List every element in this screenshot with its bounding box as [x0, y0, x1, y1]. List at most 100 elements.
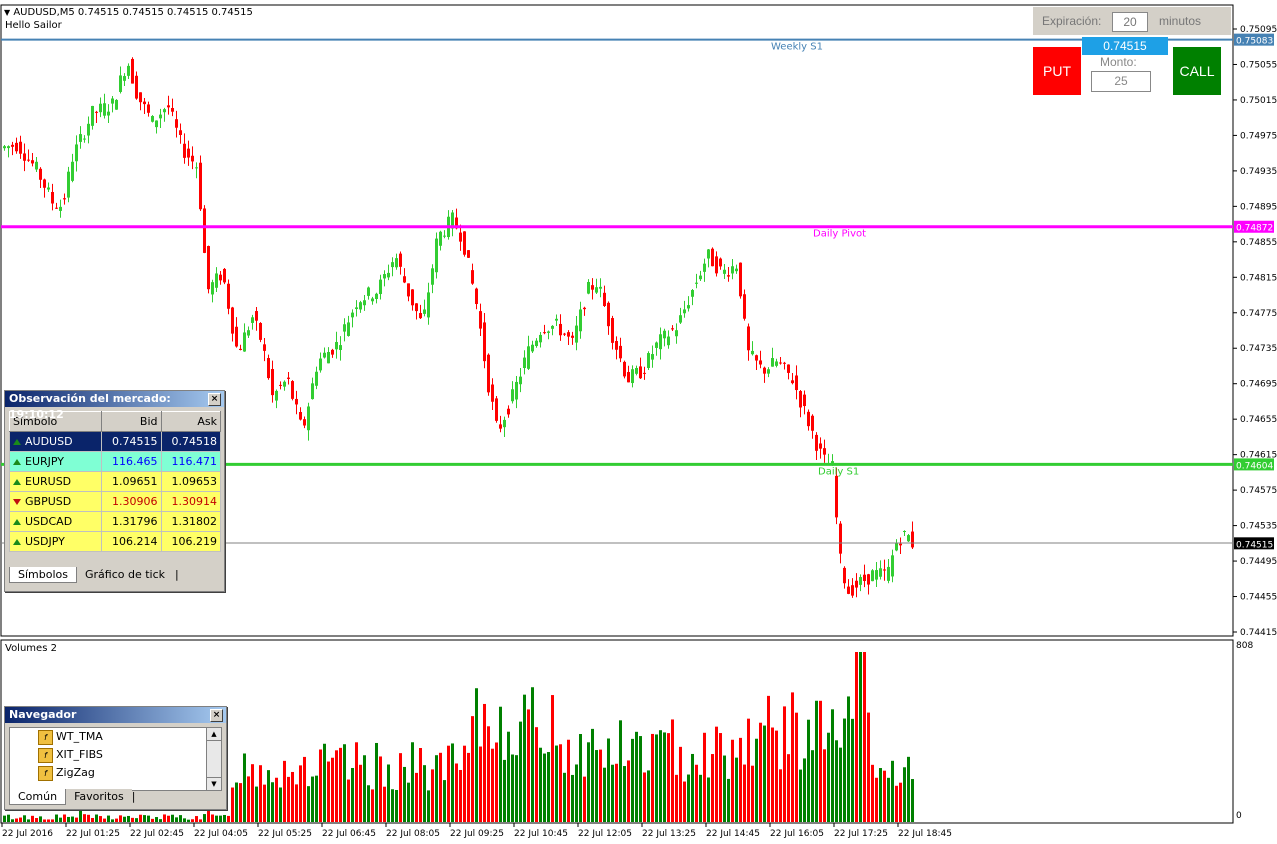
volume-bar	[911, 779, 914, 822]
candle-body	[223, 268, 226, 283]
symbol-header: AUDUSD,M5 0.74515 0.74515 0.74515 0.7451…	[13, 7, 253, 18]
candle-body	[63, 198, 66, 200]
time-tick-label: 22 Jul 08:05	[386, 829, 440, 839]
time-tick-label: 22 Jul 16:05	[770, 829, 824, 839]
candle-body	[675, 330, 678, 337]
candle-body	[83, 138, 86, 140]
market-watch-row[interactable]: EURUSD 1.09651 1.09653	[9, 471, 221, 492]
candle-body	[651, 354, 654, 360]
volume-bar	[407, 782, 410, 822]
navigator-item[interactable]: f WT_TMA	[10, 728, 206, 746]
volume-bar	[199, 819, 202, 822]
time-tick-label: 22 Jul 12:05	[578, 829, 632, 839]
current-price-box	[1234, 537, 1274, 550]
market-watch-titlebar[interactable]: Observación del mercado: 19:10:12 ×	[5, 391, 224, 421]
candle-body	[771, 358, 774, 367]
volume-bar	[555, 745, 558, 822]
volume-bar	[51, 819, 54, 822]
candle-body	[539, 334, 542, 343]
volume-bar	[87, 814, 90, 822]
candle-body	[459, 232, 462, 242]
candle-body	[71, 161, 74, 181]
candle-body	[355, 307, 358, 310]
volume-bar	[323, 743, 326, 822]
scroll-up-icon[interactable]: ▲	[207, 728, 221, 741]
volume-bar	[423, 765, 426, 822]
candle-body	[623, 361, 626, 377]
price-tick-label: 0.75095	[1240, 25, 1277, 35]
volume-bar	[591, 728, 594, 822]
candle-body	[647, 353, 650, 368]
volume-bar	[227, 815, 230, 822]
column-header-bid[interactable]: Bid	[101, 411, 162, 432]
volume-bar	[471, 716, 474, 822]
candle-body	[39, 168, 42, 180]
volume-bar	[299, 765, 302, 822]
volume-bar	[511, 754, 514, 822]
navigator-item[interactable]: f XIT_FIBS	[10, 746, 206, 764]
call-button[interactable]: CALL	[1173, 47, 1221, 95]
volume-bar	[859, 652, 862, 822]
volume-bar	[159, 819, 162, 822]
tab-favorites[interactable]: Favoritos	[66, 789, 132, 804]
volume-bar	[103, 818, 106, 822]
candle-body	[595, 287, 598, 293]
dropdown-triangle-icon[interactable]: ▼	[4, 8, 11, 17]
candle-body	[55, 207, 58, 209]
volume-bar	[267, 770, 270, 822]
symbol-name: EURJPY	[25, 455, 64, 468]
amount-input[interactable]: 25	[1091, 71, 1151, 92]
volume-bar	[275, 777, 278, 822]
volume-bar	[191, 819, 194, 822]
bid-value: 116.465	[101, 451, 162, 472]
candle-body	[343, 324, 346, 332]
volume-bar	[783, 706, 786, 822]
candle-body	[779, 362, 782, 364]
market-watch-row[interactable]: USDCAD 1.31796 1.31802	[9, 511, 221, 532]
candle-body	[899, 543, 902, 546]
volume-bar	[535, 727, 538, 822]
market-watch-row[interactable]: GBPUSD 1.30906 1.30914	[9, 491, 221, 512]
symbol-name: EURUSD	[25, 475, 72, 488]
volume-bar	[71, 816, 74, 822]
market-watch-row[interactable]: AUDUSD 0.74515 0.74518	[9, 431, 221, 452]
candle-body	[435, 238, 438, 273]
expiration-input[interactable]: 20	[1112, 12, 1148, 32]
candle-body	[135, 75, 138, 99]
volume-bar	[891, 760, 894, 822]
ask-value: 116.471	[160, 451, 221, 472]
navigator-item[interactable]: f ZigZag	[10, 764, 206, 782]
tab-common[interactable]: Común	[9, 789, 67, 805]
price-tick-label: 0.74895	[1240, 202, 1277, 212]
volume-bar	[219, 815, 222, 822]
expiration-panel: Expiración: 20 minutos	[1033, 7, 1231, 35]
column-header-ask[interactable]: Ask	[160, 411, 221, 432]
candle-body	[379, 279, 382, 295]
candle-body	[811, 415, 814, 431]
candle-body	[271, 369, 274, 396]
volume-bar	[451, 743, 454, 822]
market-watch-row[interactable]: EURJPY 116.465 116.471	[9, 451, 221, 472]
navigator-titlebar[interactable]: Navegador ×	[5, 707, 226, 723]
volume-bar	[779, 769, 782, 822]
candle-body	[491, 384, 494, 402]
tab-symbols[interactable]: Símbolos	[9, 567, 77, 583]
arrow-up-icon	[13, 519, 21, 525]
candle-body	[687, 305, 690, 309]
time-tick-label: 22 Jul 14:45	[706, 829, 760, 839]
level-price-box	[1234, 458, 1274, 471]
candle-body	[723, 269, 726, 274]
market-watch-row[interactable]: USDJPY 106.214 106.219	[9, 531, 221, 552]
candle-body	[659, 334, 662, 350]
close-icon[interactable]: ×	[208, 393, 221, 406]
candle-body	[523, 357, 526, 369]
volume-bar	[767, 695, 770, 822]
navigator-scrollbar[interactable]: ▲ ▼	[206, 727, 222, 791]
close-icon[interactable]: ×	[210, 709, 223, 722]
volume-bar	[303, 756, 306, 822]
volume-bar	[855, 652, 858, 822]
scroll-down-icon[interactable]: ▼	[207, 777, 221, 790]
candle-body	[663, 330, 666, 339]
tab-tick-chart[interactable]: Gráfico de tick	[76, 567, 174, 582]
put-button[interactable]: PUT	[1033, 47, 1081, 95]
